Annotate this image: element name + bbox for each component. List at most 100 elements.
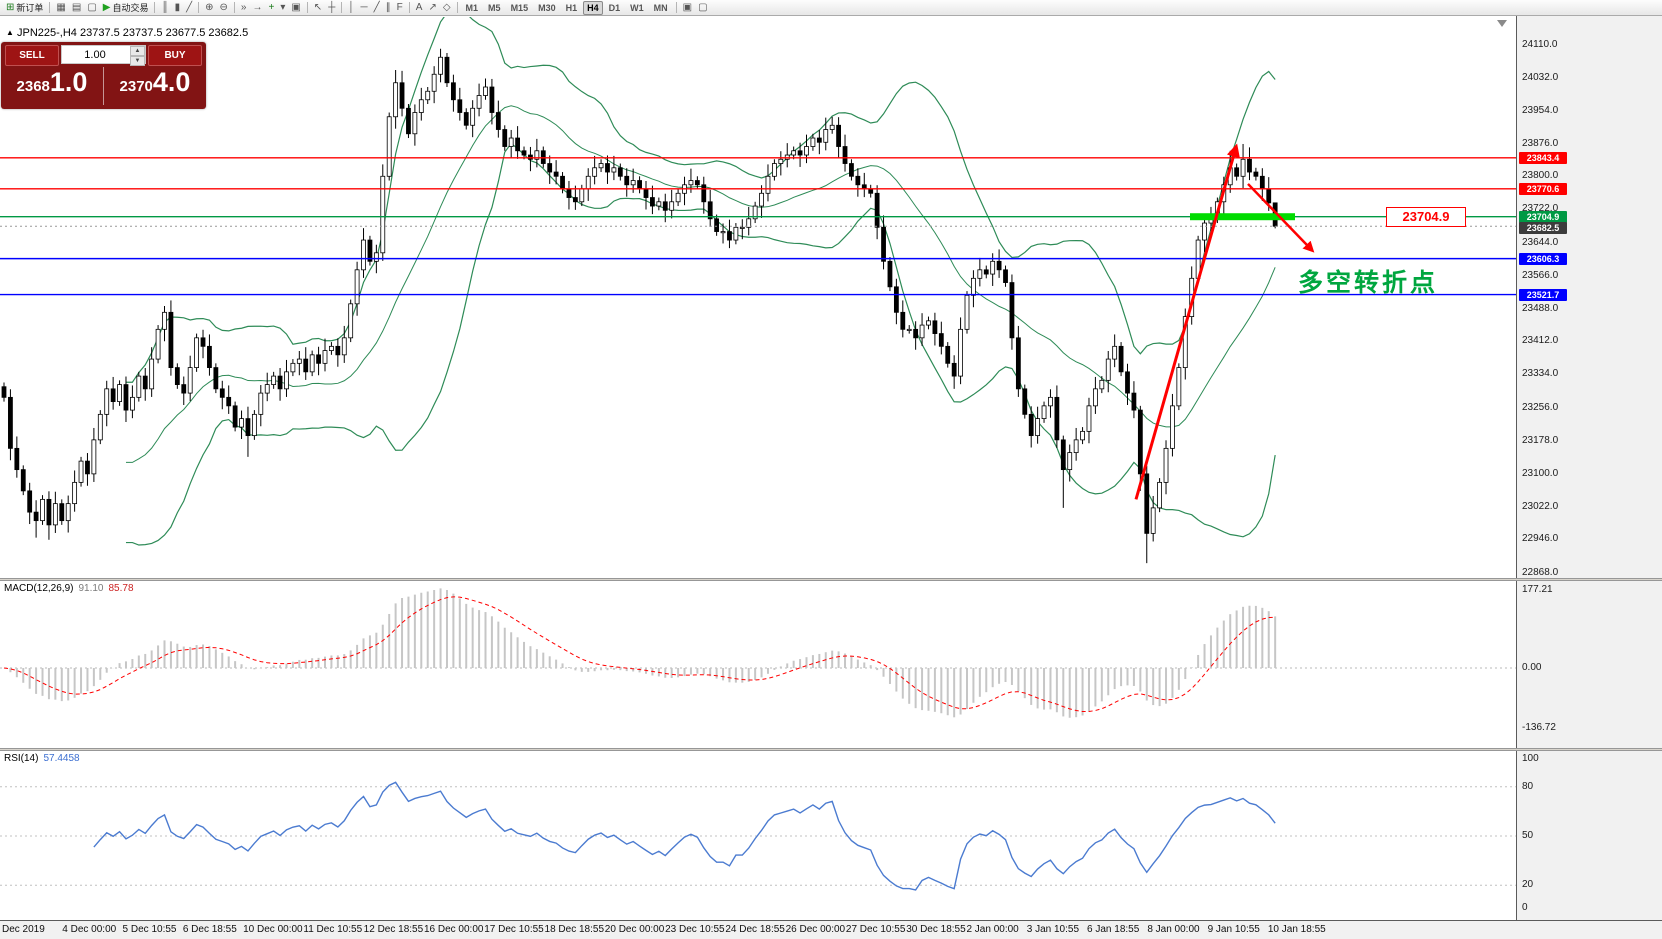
pivot-point-label[interactable]: 多空转折点 xyxy=(1298,269,1439,297)
line-chart-icon[interactable]: ╱ xyxy=(183,1,195,15)
fullscreen-icon[interactable]: ▢ xyxy=(695,1,710,15)
shapes-icon[interactable]: ◇ xyxy=(440,1,454,15)
chart-shift-icon[interactable]: → xyxy=(249,1,265,15)
toolbar-separator xyxy=(154,2,156,13)
chart-window-icon[interactable]: ▦ xyxy=(53,1,68,15)
axis-tick-label: 23644.0 xyxy=(1522,236,1559,248)
symbol-marker-icon: ▲ xyxy=(6,28,14,37)
volume-decrease-button[interactable]: ▼ xyxy=(130,56,145,66)
price-axis[interactable]: 24110.0 24032.0 23954.0 23876.0 23800.0 23722… xyxy=(1516,16,1662,920)
symbol-ohlc: 23737.5 23737.5 23677.5 23682.5 xyxy=(79,27,249,39)
crosshair-icon: ┼ xyxy=(328,1,336,13)
fibonacci-icon[interactable]: F xyxy=(394,1,406,15)
templates-icon[interactable]: ▣ xyxy=(288,1,303,15)
main-chart-panel xyxy=(0,16,1516,578)
toolbar-separator xyxy=(49,2,51,13)
indicators-icon[interactable]: + xyxy=(265,1,277,15)
timeframe-d1[interactable]: D1 xyxy=(605,1,625,15)
new-order-button-label: 新订单 xyxy=(16,3,44,13)
profiles-icon[interactable]: ▤ xyxy=(69,1,84,15)
timeframe-m30[interactable]: M30 xyxy=(534,1,560,15)
time-axis[interactable]: Dec 2019 4 Dec 00:00 5 Dec 10:55 6 Dec 18:5… xyxy=(0,920,1662,939)
axis-tick-label: 177.21 xyxy=(1522,584,1553,595)
timeframe-m15-label: M15 xyxy=(510,2,529,13)
toolbar-separator xyxy=(233,2,235,13)
autotrading-button[interactable]: ▶ 自动交易 xyxy=(100,1,152,15)
horizontal-line-icon: ─ xyxy=(360,1,368,13)
templates-icon: ▣ xyxy=(291,1,301,13)
zoom-out-icon[interactable]: ⊖ xyxy=(217,1,231,15)
bar-chart-icon[interactable]: ║ xyxy=(158,1,171,15)
time-axis-label: 17 Dec 10:55 xyxy=(484,924,544,935)
candlestick-chart-icon[interactable]: ▮ xyxy=(172,1,184,15)
volume-input[interactable] xyxy=(62,46,128,63)
bollinger-upper-band xyxy=(125,17,1276,383)
toolbar-separator xyxy=(456,2,458,13)
crosshair-icon[interactable]: ┼ xyxy=(325,1,338,15)
sell-button[interactable]: SELL xyxy=(5,45,59,66)
sell-price: 23681.0 xyxy=(2,67,102,98)
price-tag-box[interactable]: 23704.9 xyxy=(1386,206,1466,227)
timeframe-mn[interactable]: MN xyxy=(650,1,672,15)
rsi-splitter[interactable] xyxy=(0,748,1662,751)
periods-list-icon[interactable]: ▾ xyxy=(277,1,288,15)
toolbar: ⊞ 新订单 ▦ ▤ ▢ ▶ 自动交易 ║ ▮ ╱ ⊕ ⊖» → + ▾ ▣ ↖ ┼ │ ─ ╱ ∥ F A ↗ ◇ M1 M5 M15 M… xyxy=(0,0,1662,16)
horizontal-line-icon[interactable]: ─ xyxy=(358,1,371,15)
time-axis-label: 2 Jan 00:00 xyxy=(966,924,1019,935)
arrows-icon[interactable]: ↗ xyxy=(425,1,439,15)
timeframe-m15[interactable]: M15 xyxy=(507,1,533,15)
macd-label: MACD(12,26,9) xyxy=(4,583,74,594)
indicators-icon: + xyxy=(268,1,275,13)
time-axis-label: 24 Dec 18:55 xyxy=(725,924,785,935)
time-axis-label: 16 Dec 00:00 xyxy=(423,924,484,935)
autotrading-icon: ▶ xyxy=(102,1,111,13)
axis-tick-label: 23334.0 xyxy=(1522,368,1559,380)
axis-tick-label: 23800.0 xyxy=(1522,170,1559,182)
vertical-line-icon[interactable]: │ xyxy=(345,1,357,15)
axis-price-badge: 23521.7 xyxy=(1519,288,1567,301)
volume-increase-button[interactable]: ▲ xyxy=(130,46,145,56)
timeframe-m5[interactable]: M5 xyxy=(484,1,505,15)
channel-icon[interactable]: ∥ xyxy=(383,1,394,15)
timeframe-h4-label: H4 xyxy=(587,2,599,13)
timeframe-h4[interactable]: H4 xyxy=(583,0,603,15)
toolbar-separator xyxy=(341,2,343,13)
axis-tick-label: 23100.0 xyxy=(1522,467,1559,479)
time-axis-label: 9 Jan 10:55 xyxy=(1207,924,1260,935)
axis-tick-label: 23954.0 xyxy=(1522,104,1559,116)
text-label-icon[interactable]: A xyxy=(413,1,426,15)
time-axis-label: 10 Dec 00:00 xyxy=(243,924,303,935)
trendline-icon[interactable]: ╱ xyxy=(371,1,383,15)
buy-button[interactable]: BUY xyxy=(148,45,202,66)
buy-price: 23704.0 xyxy=(105,67,205,98)
time-axis-label: 12 Dec 18:55 xyxy=(363,924,424,935)
macd-splitter[interactable] xyxy=(0,578,1662,581)
support-zone-bar[interactable] xyxy=(1190,213,1295,221)
cursor-icon[interactable]: ↖ xyxy=(311,1,325,15)
new-order-button[interactable]: ⊞ 新订单 xyxy=(3,1,46,15)
data-window-icon[interactable]: ▢ xyxy=(84,1,99,15)
auto-scroll-icon[interactable]: » xyxy=(238,1,250,15)
axis-tick-label: 0.00 xyxy=(1522,662,1542,673)
bar-chart-icon: ║ xyxy=(161,1,169,13)
timeframe-w1[interactable]: W1 xyxy=(626,1,648,15)
macd-signal-value: 85.78 xyxy=(108,583,134,594)
chart-window-icon: ▦ xyxy=(56,1,66,13)
timeframe-m1[interactable]: M1 xyxy=(462,1,483,15)
zoom-in-icon[interactable]: ⊕ xyxy=(202,1,216,15)
down-trend-arrow[interactable] xyxy=(1247,183,1315,253)
timeframe-m5-label: M5 xyxy=(488,2,501,13)
axis-tick-label: 23722.0 xyxy=(1522,203,1559,215)
timeframe-h1[interactable]: H1 xyxy=(562,1,582,15)
axis-tick-label: 23566.0 xyxy=(1522,269,1559,281)
axis-price-badge: 23770.6 xyxy=(1519,182,1567,195)
axis-tick-label: 23256.0 xyxy=(1522,401,1559,413)
up-trend-arrow[interactable] xyxy=(1134,143,1240,500)
timeframe-m30-label: M30 xyxy=(538,2,556,13)
axis-tick-label: 23876.0 xyxy=(1522,137,1559,149)
tile-windows-icon[interactable]: ▣ xyxy=(680,1,695,15)
sell-price-small: 2368 xyxy=(16,78,50,95)
chart-shift-marker[interactable] xyxy=(1497,20,1507,27)
chart-canvas[interactable] xyxy=(0,0,1516,939)
